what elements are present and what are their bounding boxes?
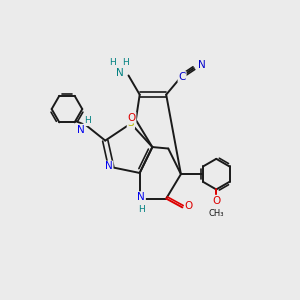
Text: O: O <box>212 196 220 206</box>
Text: H: H <box>109 58 116 67</box>
Text: O: O <box>127 112 136 123</box>
Text: H: H <box>122 58 129 67</box>
Text: CH₃: CH₃ <box>208 208 224 217</box>
Text: S: S <box>128 118 134 128</box>
Text: N: N <box>198 60 206 70</box>
Text: N: N <box>137 192 145 202</box>
Text: H: H <box>138 205 145 214</box>
Text: O: O <box>185 201 193 211</box>
Text: N: N <box>105 161 113 172</box>
Text: N: N <box>77 125 85 135</box>
Text: C: C <box>178 72 186 82</box>
Text: H: H <box>84 116 91 125</box>
Text: N: N <box>116 68 124 78</box>
